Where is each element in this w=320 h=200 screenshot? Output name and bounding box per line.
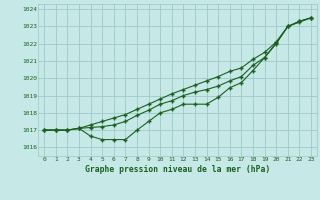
X-axis label: Graphe pression niveau de la mer (hPa): Graphe pression niveau de la mer (hPa) [85,165,270,174]
